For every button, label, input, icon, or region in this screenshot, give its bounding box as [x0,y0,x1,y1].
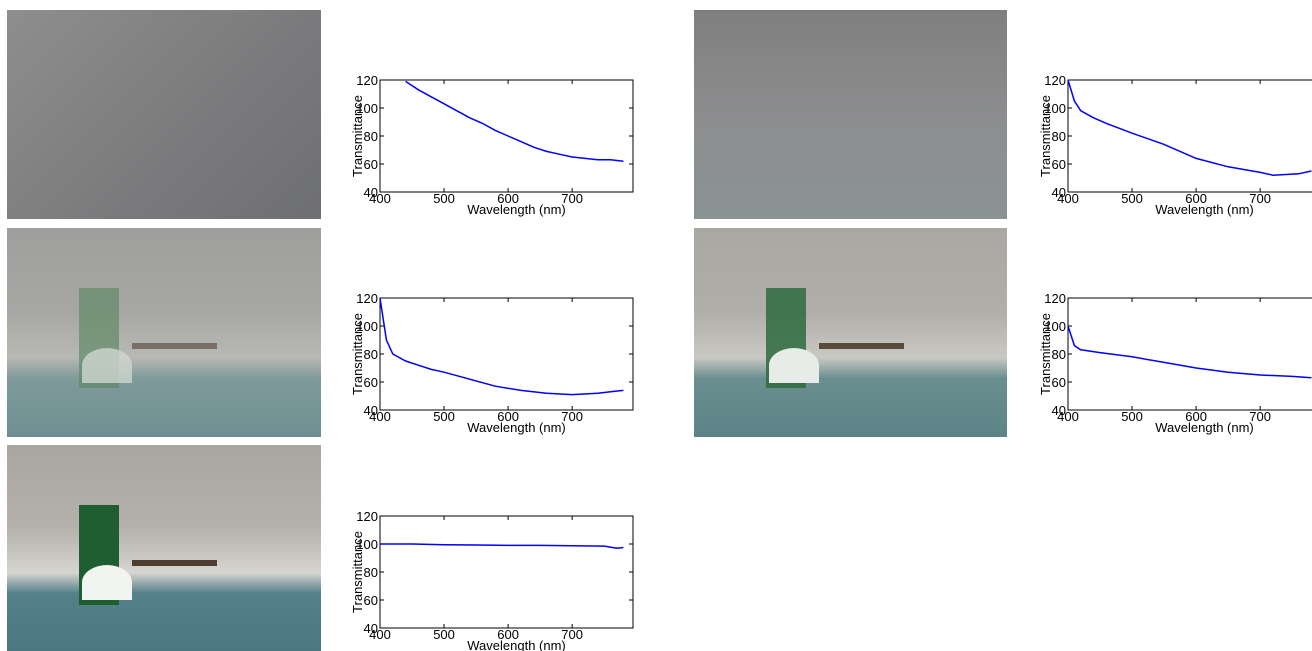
x-tick-label: 500 [1121,191,1143,206]
y-tick-label: 80 [1052,347,1066,362]
x-tick-label: 500 [1121,409,1143,424]
x-tick-label: 400 [369,191,391,206]
y-axis-label: Transmittance [350,95,365,177]
x-axis-label: Wavelength (nm) [1155,420,1254,435]
x-axis-label: Wavelength (nm) [467,420,566,435]
y-tick-label: 120 [356,509,378,524]
charts: 406080100120400500600700Wavelength (nm)T… [0,0,1312,651]
x-tick-label: 400 [369,409,391,424]
x-tick-label: 500 [433,191,455,206]
x-axis-label: Wavelength (nm) [467,638,566,651]
x-tick-label: 400 [1057,191,1079,206]
x-axis-label: Wavelength (nm) [467,202,566,217]
plot-frame [1068,298,1312,410]
x-tick-label: 500 [433,627,455,642]
y-tick-label: 120 [1044,73,1066,88]
y-tick-label: 120 [1044,291,1066,306]
x-axis-label: Wavelength (nm) [1155,202,1254,217]
y-axis-label: Transmittance [350,313,365,395]
x-tick-label: 400 [369,627,391,642]
x-tick-label: 400 [1057,409,1079,424]
plot-frame [380,516,633,628]
x-tick-label: 500 [433,409,455,424]
y-tick-label: 60 [364,593,378,608]
y-tick-label: 60 [1052,157,1066,172]
y-tick-label: 80 [1052,129,1066,144]
y-tick-label: 80 [364,565,378,580]
y-tick-label: 80 [364,129,378,144]
y-tick-label: 120 [356,73,378,88]
figure: 406080100120400500600700Wavelength (nm)T… [0,0,1312,651]
y-tick-label: 80 [364,347,378,362]
y-tick-label: 60 [1052,375,1066,390]
y-tick-label: 120 [356,291,378,306]
y-tick-label: 60 [364,157,378,172]
y-tick-label: 60 [364,375,378,390]
y-axis-label: Transmittance [350,531,365,613]
y-axis-label: Transmittance [1038,95,1053,177]
y-axis-label: Transmittance [1038,313,1053,395]
